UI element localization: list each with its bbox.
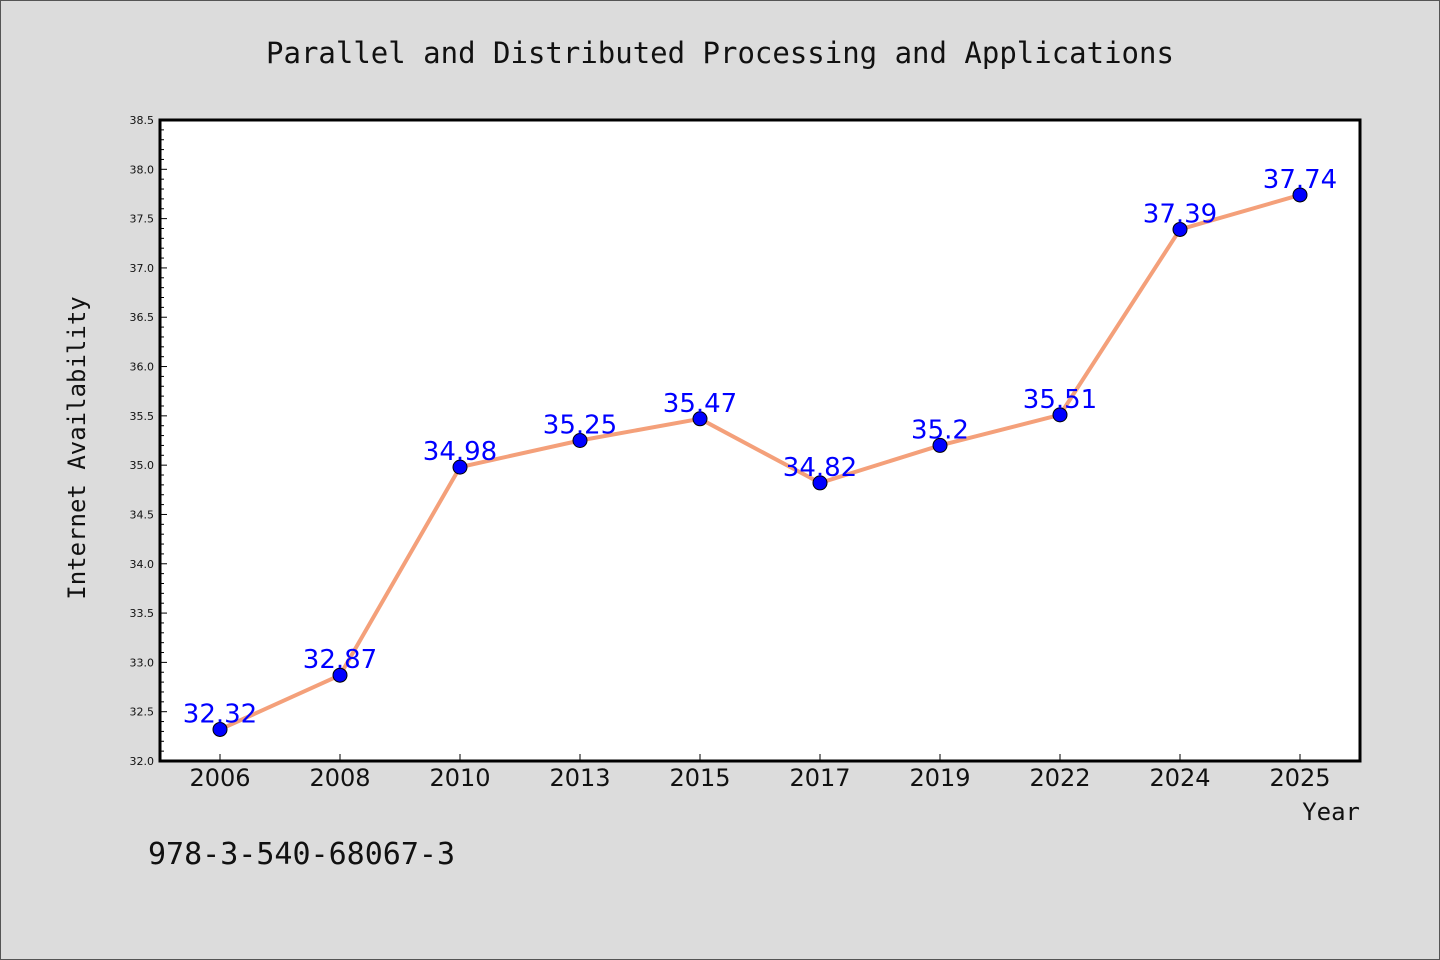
x-tick-label: 2019: [909, 764, 970, 792]
data-label: 32.87: [303, 645, 377, 675]
data-point: [1052, 407, 1068, 423]
y-axis-title: Internet Availability: [63, 296, 91, 599]
data-point: [332, 667, 348, 683]
data-point: [572, 433, 588, 448]
data-point: [1292, 187, 1308, 203]
x-tick-label: 2017: [789, 764, 850, 792]
y-tick-label: 33.0: [130, 656, 155, 669]
y-tick-label: 35.0: [130, 459, 155, 472]
y-tick-label: 32.5: [130, 706, 155, 719]
x-tick-label: 2025: [1269, 764, 1330, 792]
x-tick-label: 2024: [1149, 764, 1210, 792]
chart-title: Parallel and Distributed Processing and …: [266, 36, 1174, 70]
y-tick-label: 38.0: [130, 163, 155, 176]
x-tick-label: 2022: [1029, 764, 1090, 792]
y-tick-label: 35.5: [130, 410, 155, 423]
data-label: 32.32: [183, 699, 257, 729]
data-label: 35.2: [911, 415, 969, 445]
isbn-footer: 978-3-540-68067-3: [148, 837, 455, 872]
data-label: 34.82: [783, 453, 857, 483]
data-label: 35.47: [663, 389, 737, 419]
data-point: [932, 437, 948, 453]
x-tick-label: 2006: [189, 764, 250, 792]
y-tick-label: 37.5: [130, 213, 155, 226]
y-tick-label: 32.0: [130, 755, 155, 768]
x-tick-label: 2015: [669, 764, 730, 792]
data-label: 37.39: [1143, 199, 1217, 229]
y-tick-label: 38.5: [130, 114, 155, 127]
data-label: 35.51: [1023, 385, 1097, 415]
y-tick-label: 34.0: [130, 558, 155, 571]
data-point: [452, 459, 468, 475]
data-label-layer: 32.32 32.87 34.98 35.25 35.47 34.82 35.2 35.51 3…: [183, 165, 1337, 729]
marker-layer: [212, 187, 1308, 737]
y-tick-label: 36.0: [130, 361, 155, 374]
x-axis-title: Year: [1302, 798, 1360, 826]
data-label: 35.25: [543, 411, 617, 441]
data-point: [212, 721, 228, 737]
x-tick-label: 2010: [429, 764, 490, 792]
plot-area: [158, 118, 1362, 763]
y-tick-label: 37.0: [130, 262, 155, 275]
series-layer: [219, 193, 1301, 732]
y-tick-label: 33.5: [130, 607, 155, 620]
data-point: [1172, 221, 1188, 237]
x-axis: 2006 2008 2010 2013 2015 2017 2019 2022 2024 2025: [189, 754, 1331, 792]
y-axis: 32.0 32.5 33.0 33.5 34.0 34.5 35.0 35.5 36.0 36.5…: [130, 114, 167, 768]
data-point: [692, 411, 708, 427]
series-line: [219, 193, 1301, 732]
data-point: [812, 475, 828, 491]
x-tick-label: 2013: [549, 764, 610, 792]
x-tick-label: 2008: [309, 764, 370, 792]
y-tick-label: 36.5: [130, 311, 155, 324]
data-label: 37.74: [1263, 165, 1337, 195]
y-tick-label: 34.5: [130, 508, 155, 521]
data-label: 34.98: [423, 437, 497, 467]
